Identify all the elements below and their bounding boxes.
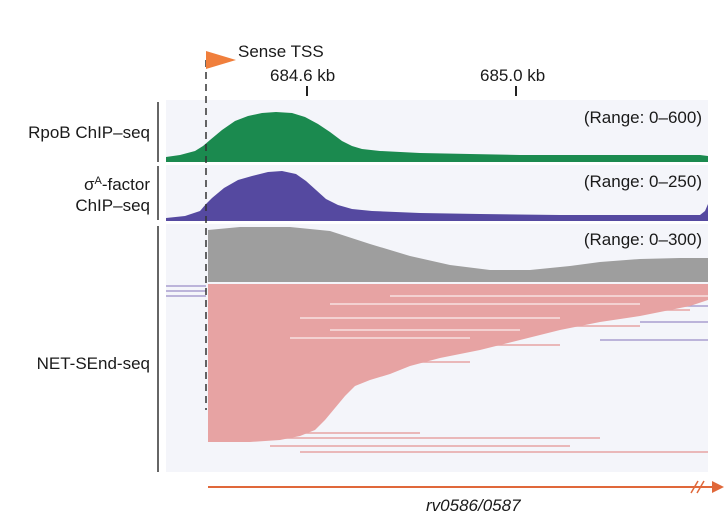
sigma-label-sup: A: [94, 175, 102, 187]
gene-break-mark: [690, 480, 699, 494]
tss-flag-icon: [206, 51, 236, 69]
net-track-label: NET-SEnd-seq: [36, 354, 150, 373]
sigma-coverage: [166, 171, 708, 221]
net-reads-white-gaps: [290, 295, 708, 339]
gene-arrow-head: [712, 481, 724, 493]
sigma-track-label: σA-factor ChIP–seq: [75, 171, 150, 216]
net-range: (Range: 0–300): [583, 230, 702, 249]
sigma-label-prefix: σ: [83, 175, 95, 194]
net-coverage: [208, 227, 708, 282]
tick-label-684-6: 684.6 kb: [270, 66, 336, 85]
net-reads-block: [208, 284, 708, 442]
net-reads-lines: [208, 291, 708, 453]
rpob-range: (Range: 0–600): [583, 108, 702, 127]
sigma-label-line2: ChIP–seq: [75, 196, 150, 215]
sigma-label-suffix: -factor: [101, 175, 150, 194]
gene-label: rv0586/0587: [426, 496, 521, 515]
tss-label: Sense TSS: [238, 42, 324, 61]
tick-label-685-0: 685.0 kb: [480, 66, 546, 85]
rpob-coverage: [166, 112, 708, 162]
gene-break-mark: [696, 480, 705, 494]
rpob-track-label: RpoB ChIP–seq: [28, 123, 150, 142]
sigma-range: (Range: 0–250): [583, 172, 702, 191]
